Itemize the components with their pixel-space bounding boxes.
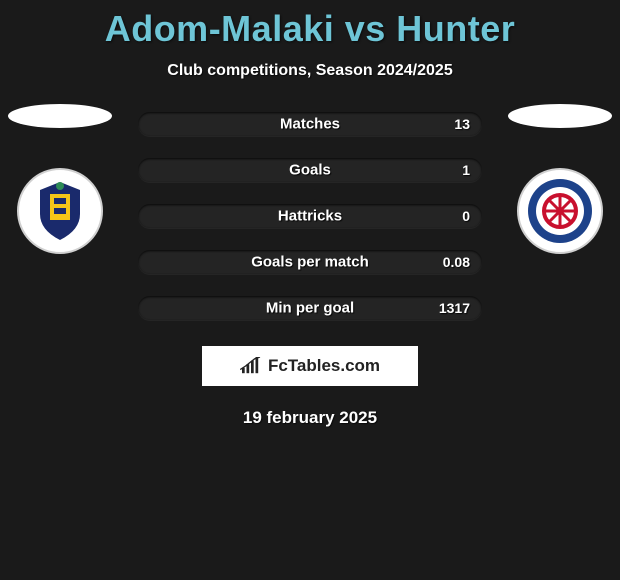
date-text: 19 february 2025 [0,408,620,428]
stat-label: Goals [289,162,331,179]
player-left-photo-placeholder [8,104,112,128]
player-right-photo-placeholder [508,104,612,128]
club-badge-right [517,168,603,254]
subtitle: Club competitions, Season 2024/2025 [0,62,620,80]
club-badge-left [17,168,103,254]
stat-row-min-per-goal: Min per goal 1317 [138,296,482,320]
stat-label: Hattricks [278,208,342,225]
hartlepool-united-crest-icon [525,176,595,246]
brand-text: FcTables.com [268,356,380,376]
stats-list: Matches 13 Goals 1 Hattricks 0 Goals per… [138,104,482,320]
page-title: Adom-Malaki vs Hunter [0,0,620,50]
stat-value-right: 13 [454,116,470,132]
brand-watermark: FcTables.com [202,346,418,386]
stat-value-right: 0 [462,208,470,224]
sutton-united-crest-icon [25,176,95,246]
stat-row-goals: Goals 1 [138,158,482,182]
stat-label: Matches [280,116,340,133]
stat-row-matches: Matches 13 [138,112,482,136]
stat-value-right: 0.08 [443,254,470,270]
player-left-column [0,104,120,254]
player-right-column [500,104,620,254]
stat-row-goals-per-match: Goals per match 0.08 [138,250,482,274]
stat-value-right: 1 [462,162,470,178]
bar-chart-icon [240,357,262,375]
stat-label: Goals per match [251,254,369,271]
stat-label: Min per goal [266,300,354,317]
main-layout: Matches 13 Goals 1 Hattricks 0 Goals per… [0,104,620,320]
stat-row-hattricks: Hattricks 0 [138,204,482,228]
stat-value-right: 1317 [439,300,470,316]
